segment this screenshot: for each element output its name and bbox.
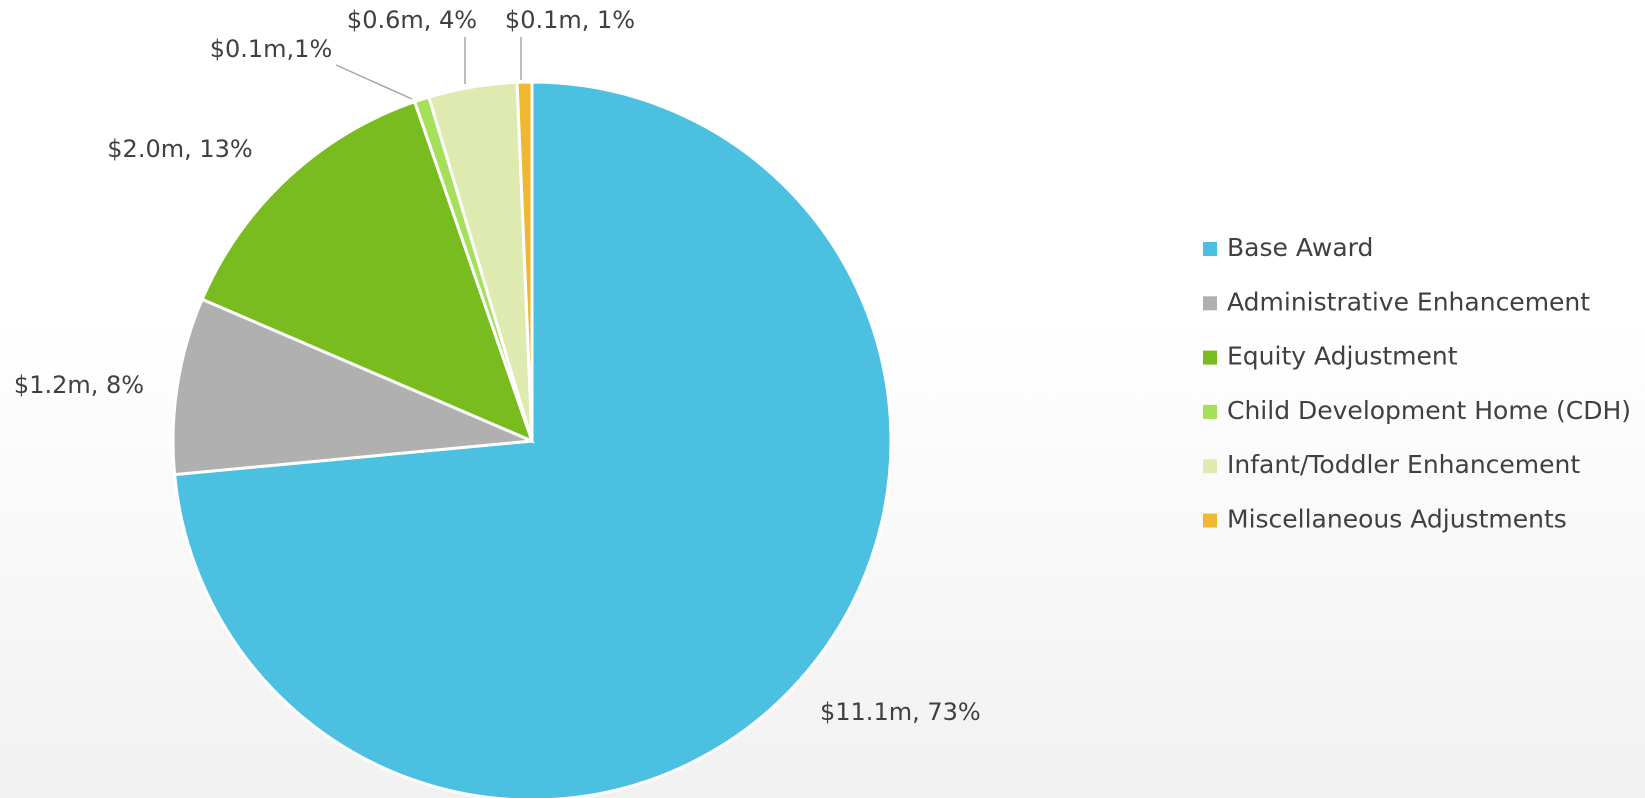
legend-label: Administrative Enhancement <box>1227 287 1590 316</box>
legend-label: Infant/Toddler Enhancement <box>1227 450 1580 479</box>
legend-label: Child Development Home (CDH) <box>1227 396 1631 425</box>
pie-slice <box>200 99 535 444</box>
legend-swatch <box>1203 350 1217 365</box>
pie-slice <box>171 297 533 477</box>
legend-swatch <box>1203 513 1217 528</box>
leader-line <box>335 64 413 100</box>
legend-label: Miscellaneous Adjustments <box>1227 505 1567 534</box>
data-label: $0.6m, 4% <box>347 6 477 34</box>
legend-swatch <box>1203 459 1217 474</box>
legend-swatch <box>1203 242 1217 256</box>
data-label: $2.0m, 13% <box>107 135 252 163</box>
data-label: $0.1m, 1% <box>505 6 635 34</box>
data-label: $1.2m, 8% <box>14 371 144 399</box>
legend-swatch <box>1203 404 1217 419</box>
data-label: $0.1m,1% <box>210 35 333 63</box>
legend-swatch <box>1203 296 1217 311</box>
legend-label: Base Award <box>1227 233 1373 262</box>
pie-slice <box>515 80 534 442</box>
data-label: $11.1m, 73% <box>820 698 981 726</box>
legend-label: Equity Adjustment <box>1227 342 1458 371</box>
